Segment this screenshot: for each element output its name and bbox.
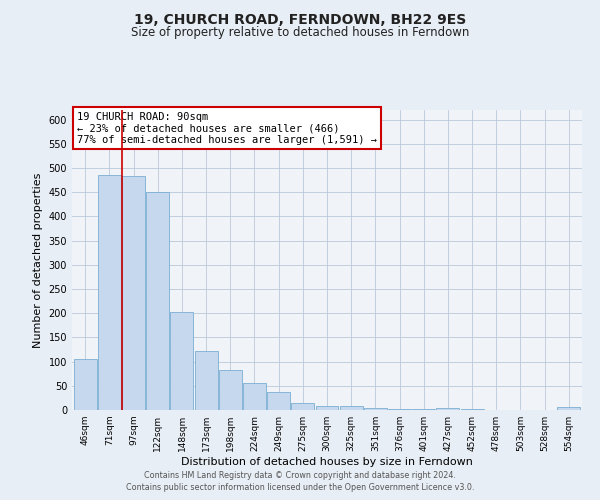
Bar [557, 407, 580, 410]
Text: 19, CHURCH ROAD, FERNDOWN, BH22 9ES: 19, CHURCH ROAD, FERNDOWN, BH22 9ES [134, 12, 466, 26]
Bar [267, 392, 290, 410]
X-axis label: Distribution of detached houses by size in Ferndown: Distribution of detached houses by size … [181, 457, 473, 467]
Bar [292, 402, 314, 410]
Text: Contains HM Land Registry data © Crown copyright and database right 2024.
Contai: Contains HM Land Registry data © Crown c… [126, 471, 474, 492]
Bar [340, 406, 362, 410]
Text: 19 CHURCH ROAD: 90sqm
← 23% of detached houses are smaller (466)
77% of semi-det: 19 CHURCH ROAD: 90sqm ← 23% of detached … [77, 112, 377, 144]
Bar [436, 408, 460, 410]
Bar [412, 409, 435, 410]
Bar [74, 359, 97, 410]
Bar [194, 352, 218, 410]
Bar [388, 409, 411, 410]
Text: Size of property relative to detached houses in Ferndown: Size of property relative to detached ho… [131, 26, 469, 39]
Bar [364, 408, 387, 410]
Bar [98, 176, 121, 410]
Bar [146, 192, 169, 410]
Y-axis label: Number of detached properties: Number of detached properties [33, 172, 43, 348]
Bar [170, 312, 193, 410]
Bar [461, 409, 484, 410]
Bar [122, 176, 145, 410]
Bar [243, 383, 266, 410]
Bar [316, 406, 338, 410]
Bar [219, 370, 242, 410]
